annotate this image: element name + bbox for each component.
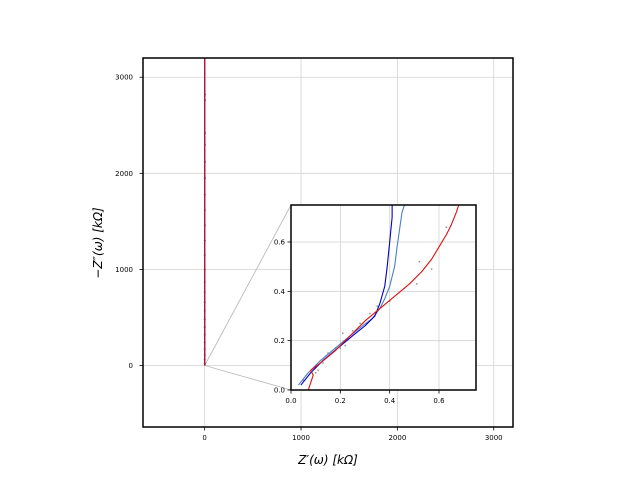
- inset-x-tick-label: 0.0: [285, 397, 296, 405]
- inset-data-point: [430, 268, 433, 271]
- main-y-tick-label: 0: [129, 362, 133, 370]
- main-x-tick-label: 3000: [485, 434, 503, 442]
- inset-data-point: [415, 283, 418, 285]
- zoom-connector-top: [204, 204, 292, 366]
- inset-data-point: [317, 369, 320, 372]
- inset-x-tick-label: 0.6: [433, 397, 445, 405]
- inset-data-point: [344, 344, 347, 347]
- inset-plot-area: [291, 205, 460, 390]
- inset-y-tick-label: 0.2: [274, 337, 285, 345]
- main-y-tick-label: 2000: [115, 170, 133, 178]
- inset-x-ticks: 0.0 0.2 0.4 0.6: [285, 390, 445, 405]
- main-x-tick-label: 1000: [292, 434, 310, 442]
- inset-y-tick-label: 0.0: [274, 387, 285, 395]
- inset-series-line: [307, 205, 460, 390]
- zoom-connectors: [204, 204, 292, 391]
- main-x-tick-label: 2000: [388, 434, 406, 442]
- inset-y-ticks: 0.0 0.2 0.4 0.6: [274, 239, 291, 395]
- main-y-tick-label: 1000: [115, 266, 133, 274]
- main-y-tick-label: 3000: [115, 74, 133, 82]
- inset-data-point: [369, 312, 371, 315]
- inset-x-tick-label: 0.4: [384, 397, 396, 405]
- inset-y-tick-label: 0.4: [274, 288, 286, 296]
- main-frame: [142, 57, 514, 428]
- inset-data-point: [351, 329, 354, 332]
- inset-data-point: [341, 332, 344, 335]
- zoom-connector-bottom: [204, 365, 292, 391]
- main-x-ticks: 0 1000 2000 3000: [202, 427, 503, 442]
- inset-data-point: [418, 260, 421, 263]
- x-axis-label: Z′(ω) [kΩ]: [297, 453, 358, 467]
- main-y-ticks: 0 1000 2000 3000: [115, 74, 143, 370]
- inset-frame: [290, 204, 477, 391]
- inset-data-point: [376, 305, 379, 308]
- inset-data-point: [359, 322, 361, 325]
- main-plot-area: [203, 58, 206, 366]
- inset-data-point: [339, 347, 342, 349]
- inset-data-point: [322, 361, 324, 364]
- y-axis-label: −Z″(ω) [kΩ]: [91, 207, 105, 279]
- main-x-tick-label: 0: [202, 434, 206, 442]
- inset-data-point: [445, 226, 448, 229]
- inset-y-tick-label: 0.6: [274, 239, 286, 247]
- inset-data-point: [314, 371, 317, 374]
- inset-x-tick-label: 0.2: [335, 397, 346, 405]
